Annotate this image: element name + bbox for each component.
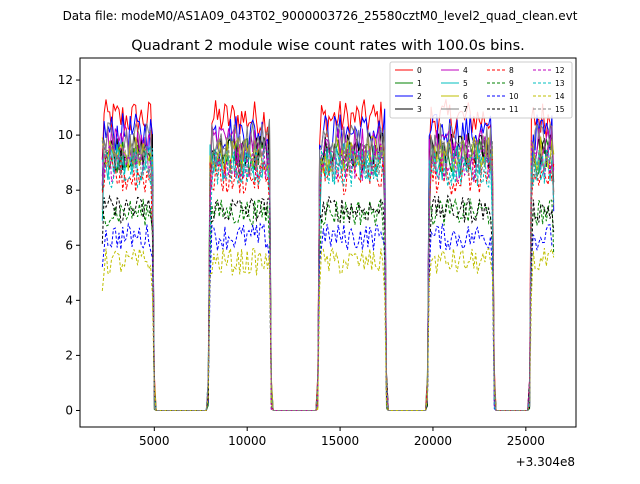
x-tick-label: 5000 xyxy=(139,434,170,448)
x-tick-label: 20000 xyxy=(414,434,452,448)
y-axis: 0 2 4 6 8 10 12 xyxy=(58,73,80,417)
series-line-15 xyxy=(101,140,555,411)
legend-label-8: 8 xyxy=(509,66,514,75)
legend-label-3: 3 xyxy=(417,105,422,114)
x-tick-label: 10000 xyxy=(228,434,266,448)
x-axis: 5000 10000 15000 20000 25000 xyxy=(139,427,545,448)
legend-label-7: 7 xyxy=(463,105,468,114)
x-offset-label: +3.304e8 xyxy=(516,455,575,469)
series-line-9 xyxy=(101,197,555,411)
x-tick-label: 15000 xyxy=(321,434,359,448)
legend-label-0: 0 xyxy=(417,66,422,75)
suptitle: Data file: modeM0/AS1A09_043T02_90000037… xyxy=(63,9,578,23)
legend-label-15: 15 xyxy=(555,105,565,114)
legend-label-1: 1 xyxy=(417,79,422,88)
y-tick-label: 6 xyxy=(65,238,73,252)
legend-label-6: 6 xyxy=(463,92,468,101)
y-tick-label: 4 xyxy=(65,293,73,307)
plot-frame xyxy=(79,57,577,428)
series-line-10 xyxy=(101,222,555,411)
legend-box xyxy=(389,61,573,119)
x-tick-label: 25000 xyxy=(507,434,545,448)
legend-label-9: 9 xyxy=(509,79,514,88)
chart-title: Quadrant 2 module wise count rates with … xyxy=(131,38,525,54)
legend-label-13: 13 xyxy=(555,79,565,88)
legend-label-11: 11 xyxy=(509,105,519,114)
y-tick-label: 2 xyxy=(65,348,73,362)
legend-label-10: 10 xyxy=(509,92,519,101)
legend-label-5: 5 xyxy=(463,79,468,88)
y-tick-label: 10 xyxy=(58,128,73,142)
legend-label-4: 4 xyxy=(463,66,468,75)
y-tick-label: 0 xyxy=(65,403,73,417)
legend-label-2: 2 xyxy=(417,92,422,101)
y-tick-label: 8 xyxy=(65,183,73,197)
legend-label-14: 14 xyxy=(555,92,565,101)
legend-label-12: 12 xyxy=(555,66,565,75)
series-line-14 xyxy=(101,247,555,411)
series-layer xyxy=(101,99,555,411)
y-tick-label: 12 xyxy=(58,73,73,87)
